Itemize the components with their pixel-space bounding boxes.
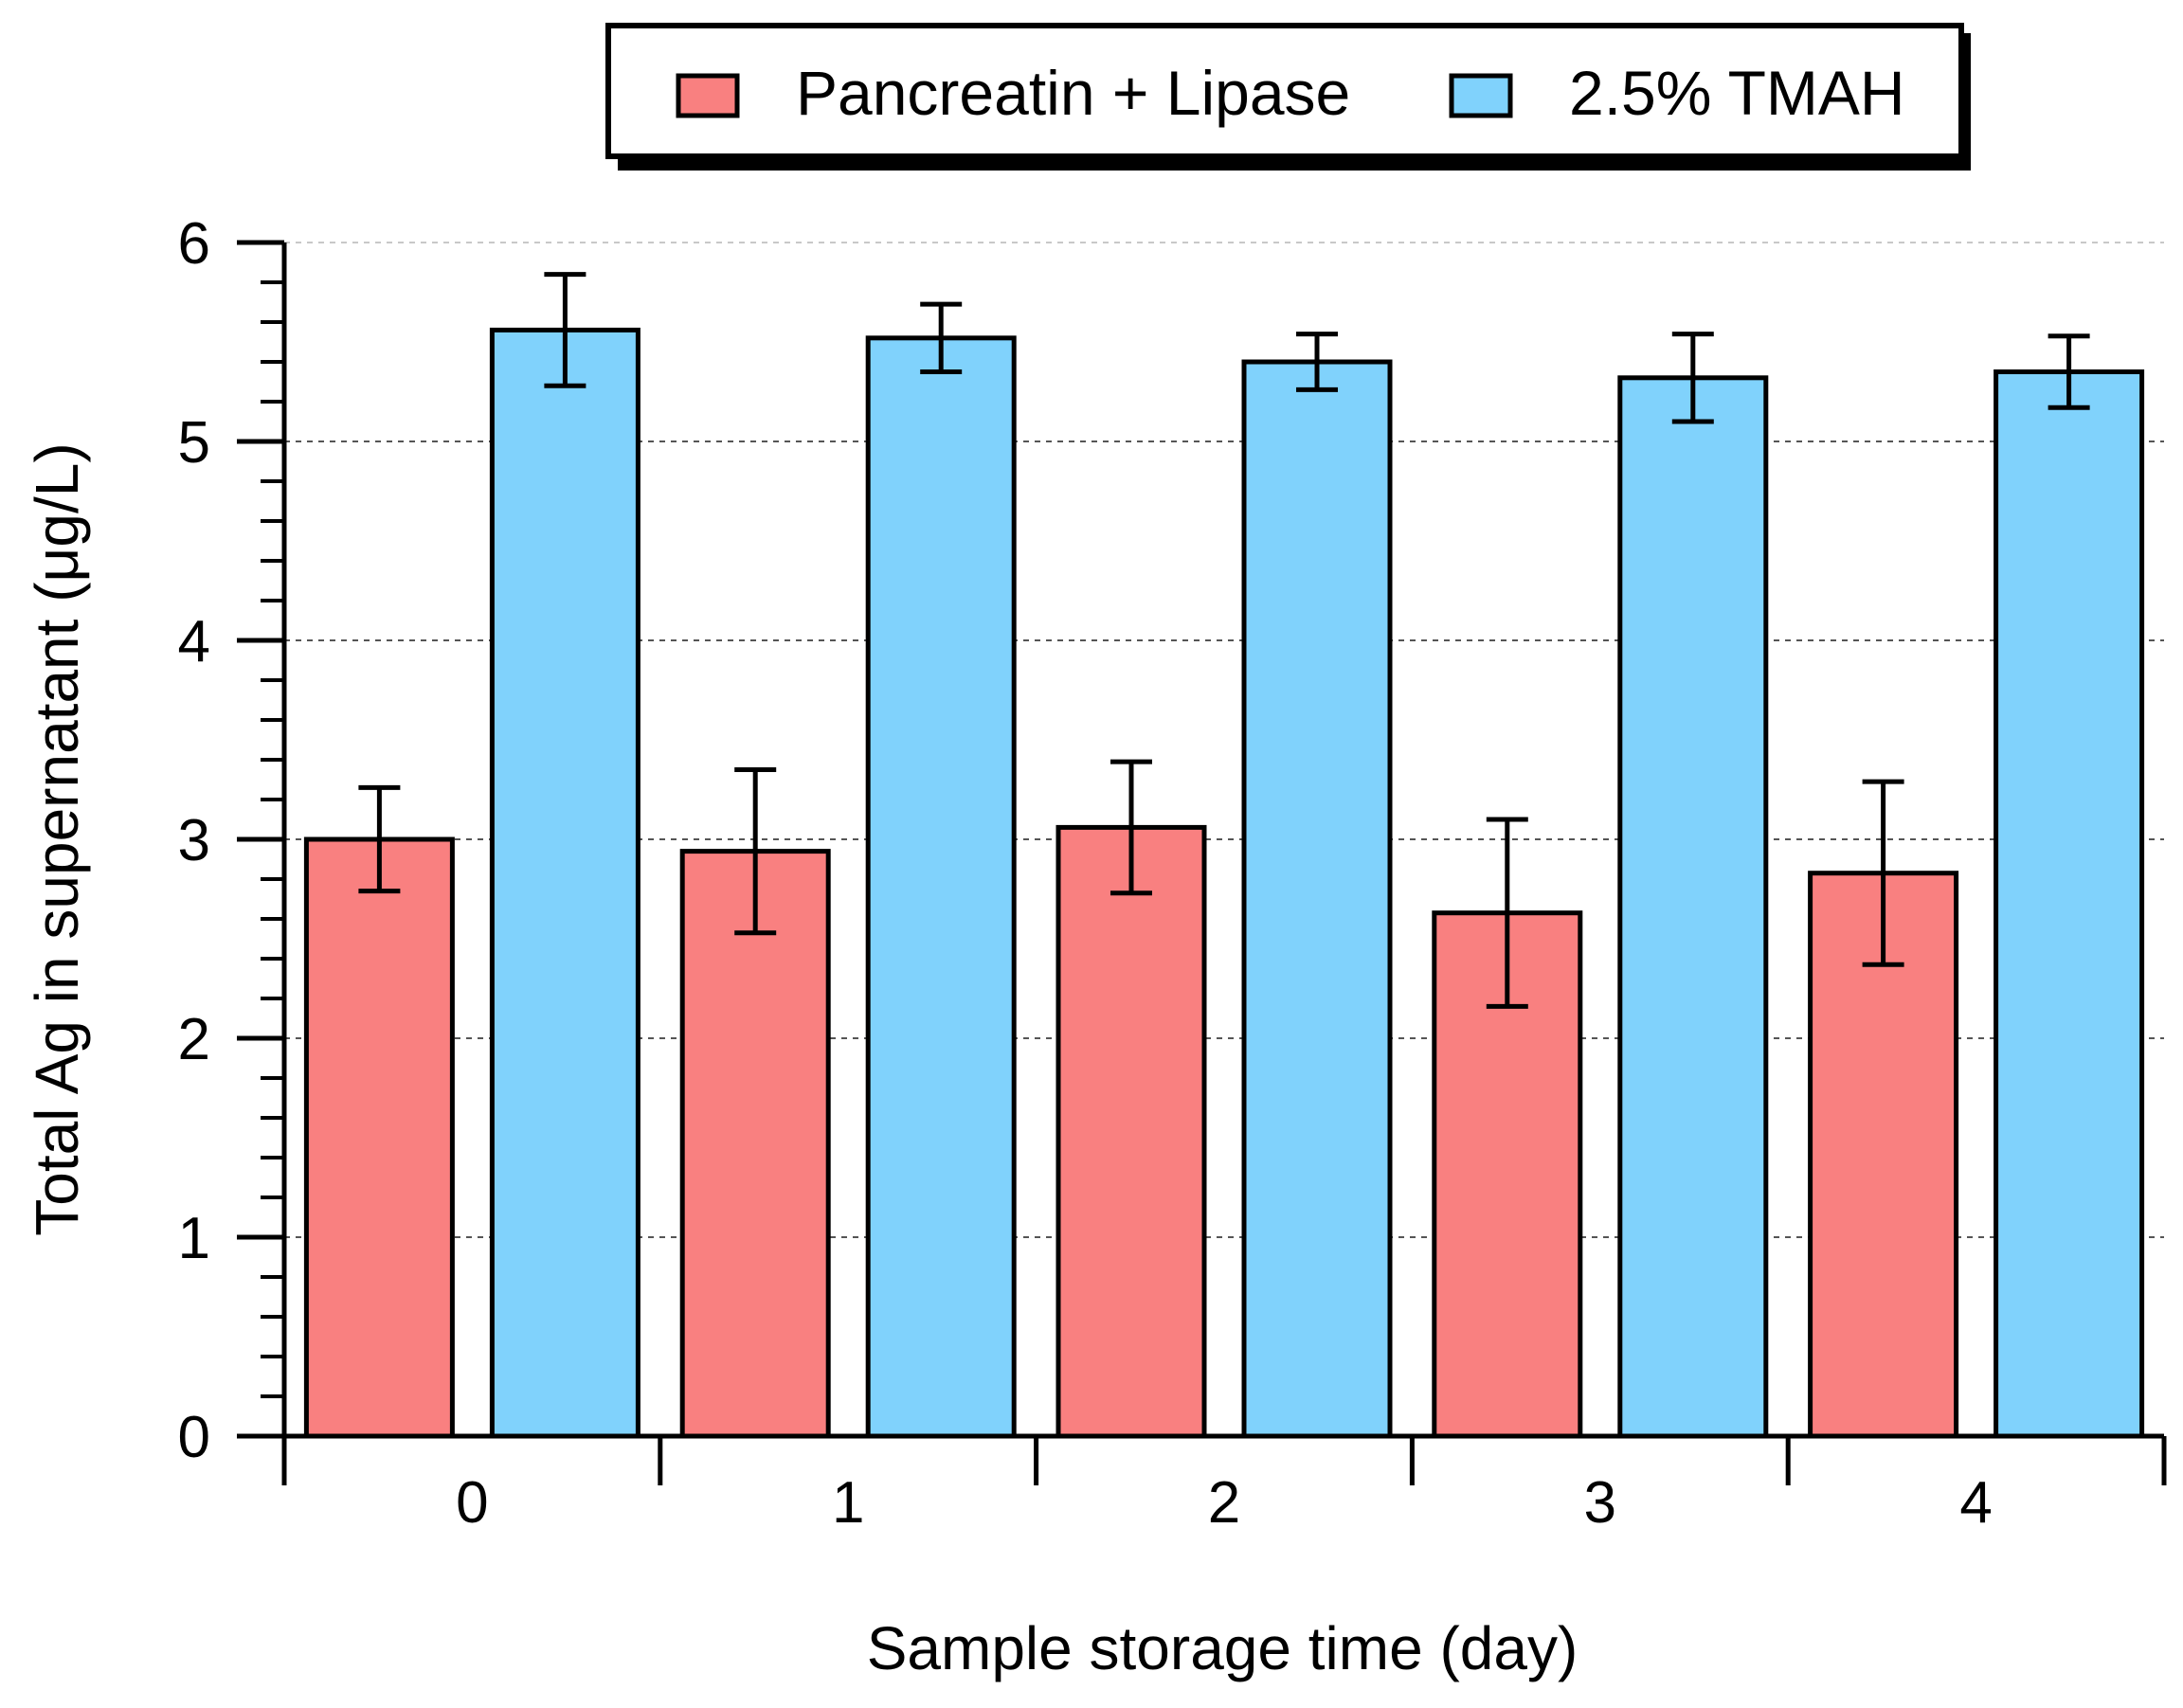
x-tick-label-4: 4 xyxy=(1959,1470,1992,1536)
y-axis-title: Total Ag in supernatant (μg/L) xyxy=(23,442,91,1235)
error-bar-tmah-day-4 xyxy=(2048,333,2090,410)
y-tick-labels: 0 1 2 3 4 5 6 xyxy=(178,211,210,1470)
bar-tmah-day-2 xyxy=(1241,359,1393,1439)
legend: Pancreatin + Lipase 2.5% TMAH xyxy=(605,23,1971,171)
x-tick-labels: 0 1 2 3 4 xyxy=(456,1470,1993,1536)
error-bar-pancreatin-lipase-day-0 xyxy=(358,784,401,894)
bar-pancreatin-lipase-day-2 xyxy=(1055,824,1207,1439)
y-tick-label-2: 2 xyxy=(178,1007,210,1072)
bar-pancreatin-lipase-day-1 xyxy=(679,849,831,1439)
legend-label-pancreatin-lipase: Pancreatin + Lipase xyxy=(796,58,1350,128)
error-bar-tmah-day-2 xyxy=(1296,332,1338,392)
axes xyxy=(237,240,2167,1485)
error-bar-tmah-day-3 xyxy=(1671,332,1714,424)
bar-tmah-day-3 xyxy=(1617,375,1769,1439)
y-tick-label-3: 3 xyxy=(178,808,210,873)
error-bar-pancreatin-lipase-day-4 xyxy=(1862,779,1904,967)
x-tick-label-3: 3 xyxy=(1584,1470,1616,1536)
error-bar-pancreatin-lipase-day-1 xyxy=(734,767,777,936)
y-tick-label-6: 6 xyxy=(178,211,210,277)
bar-pancreatin-lipase-day-0 xyxy=(303,836,455,1439)
bar-tmah-day-0 xyxy=(489,327,640,1439)
y-tick-label-5: 5 xyxy=(178,410,210,476)
y-tick-label-1: 1 xyxy=(178,1206,210,1271)
x-axis-title: Sample storage time (day) xyxy=(867,1614,1579,1682)
x-tick-label-2: 2 xyxy=(1208,1470,1240,1536)
y-tick-label-0: 0 xyxy=(178,1405,210,1470)
bar-tmah-day-1 xyxy=(865,335,1017,1439)
error-bar-tmah-day-0 xyxy=(544,272,586,388)
legend-box xyxy=(605,23,1964,159)
error-bar-tmah-day-1 xyxy=(920,301,963,374)
error-bars xyxy=(358,272,2090,1009)
legend-label-tmah: 2.5% TMAH xyxy=(1569,58,1905,128)
x-tick-label-1: 1 xyxy=(832,1470,864,1536)
y-tick-label-4: 4 xyxy=(178,609,210,674)
legend-swatch-pancreatin-lipase xyxy=(676,73,740,118)
legend-swatch-tmah xyxy=(1449,73,1513,118)
bars xyxy=(303,327,2145,1439)
x-tick-label-0: 0 xyxy=(456,1470,488,1536)
error-bar-pancreatin-lipase-day-3 xyxy=(1486,817,1528,1009)
bar-tmah-day-4 xyxy=(1994,369,2145,1439)
error-bar-pancreatin-lipase-day-2 xyxy=(1110,759,1152,896)
